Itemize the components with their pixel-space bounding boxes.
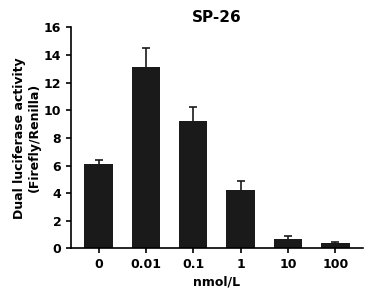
Y-axis label: Dual luciferase activity
(Firefly/Renilla): Dual luciferase activity (Firefly/Renill… <box>13 57 41 219</box>
Title: SP-26: SP-26 <box>192 10 242 25</box>
Bar <box>132 67 160 248</box>
Bar <box>274 239 302 248</box>
X-axis label: nmol/L: nmol/L <box>193 275 240 288</box>
Bar <box>84 164 113 248</box>
Bar <box>321 243 350 248</box>
Bar <box>226 190 255 248</box>
Bar <box>179 121 208 248</box>
